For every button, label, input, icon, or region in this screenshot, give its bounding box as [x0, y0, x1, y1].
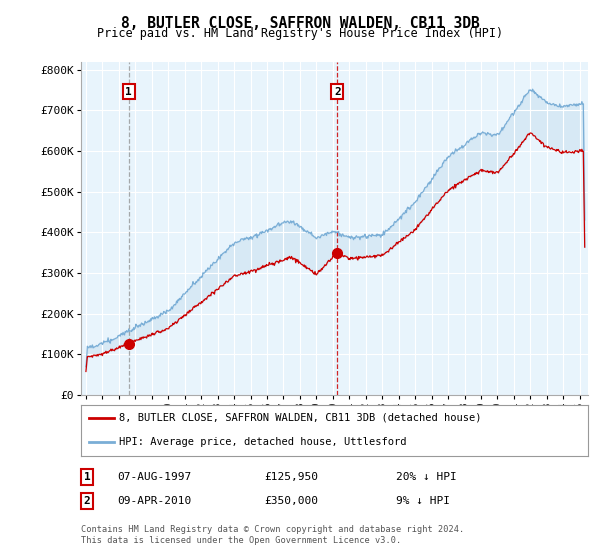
Text: Price paid vs. HM Land Registry's House Price Index (HPI): Price paid vs. HM Land Registry's House … [97, 27, 503, 40]
Text: Contains HM Land Registry data © Crown copyright and database right 2024.
This d: Contains HM Land Registry data © Crown c… [81, 525, 464, 545]
Text: 1: 1 [83, 472, 91, 482]
Text: £350,000: £350,000 [264, 496, 318, 506]
Text: 07-AUG-1997: 07-AUG-1997 [117, 472, 191, 482]
Text: £125,950: £125,950 [264, 472, 318, 482]
Text: 8, BUTLER CLOSE, SAFFRON WALDEN, CB11 3DB (detached house): 8, BUTLER CLOSE, SAFFRON WALDEN, CB11 3D… [119, 413, 482, 423]
Text: 09-APR-2010: 09-APR-2010 [117, 496, 191, 506]
Text: 2: 2 [334, 87, 341, 96]
Text: HPI: Average price, detached house, Uttlesford: HPI: Average price, detached house, Uttl… [119, 437, 407, 447]
Text: 1: 1 [125, 87, 132, 96]
Text: 20% ↓ HPI: 20% ↓ HPI [396, 472, 457, 482]
Text: 2: 2 [83, 496, 91, 506]
Text: 9% ↓ HPI: 9% ↓ HPI [396, 496, 450, 506]
Text: 8, BUTLER CLOSE, SAFFRON WALDEN, CB11 3DB: 8, BUTLER CLOSE, SAFFRON WALDEN, CB11 3D… [121, 16, 479, 31]
